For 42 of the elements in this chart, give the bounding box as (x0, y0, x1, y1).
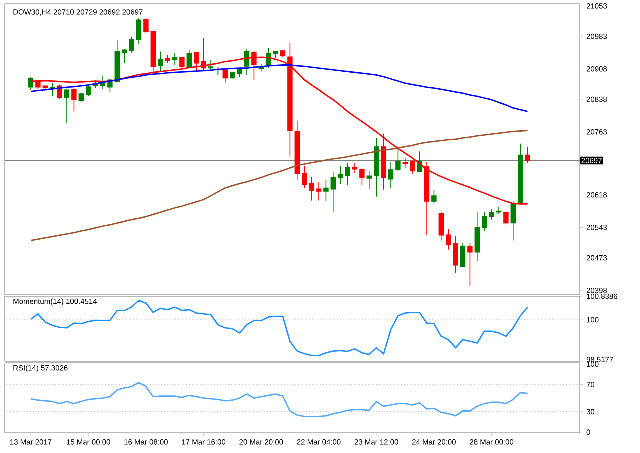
candlestick (504, 211, 509, 226)
candlestick (78, 92, 84, 103)
candlestick (72, 88, 77, 112)
candlestick (396, 148, 401, 172)
candlestick (402, 157, 408, 169)
candlestick (388, 162, 394, 189)
candlestick (237, 68, 242, 78)
candlestick (489, 209, 494, 220)
candlestick (122, 48, 128, 64)
candlestick (86, 85, 92, 97)
candlestick (172, 53, 178, 66)
candlestick (446, 229, 452, 250)
candlestick (338, 166, 344, 185)
candlestick (50, 83, 56, 97)
candlestick (438, 212, 444, 242)
candlestick (468, 242, 473, 286)
candlestick (57, 84, 62, 100)
candlestick (482, 212, 488, 232)
candlestick (324, 180, 329, 202)
candlestick (330, 172, 336, 213)
candlestick (186, 50, 192, 69)
candlestick (129, 37, 134, 54)
candlestick (453, 236, 458, 274)
candlestick (345, 162, 350, 186)
candlestick (460, 242, 466, 268)
candlestick (64, 88, 70, 124)
candlestick (525, 146, 530, 164)
candlestick (352, 162, 358, 174)
candlestick (360, 169, 365, 186)
candlestick (100, 76, 106, 90)
candlestick (309, 176, 314, 202)
candlestick (208, 60, 214, 70)
candlestick (366, 171, 372, 190)
candlestick (136, 18, 142, 45)
candlestick (510, 201, 516, 242)
candlestick (410, 160, 416, 174)
candlestick (144, 18, 149, 34)
candlestick (302, 166, 308, 189)
candlestick (432, 189, 437, 204)
candlestick (316, 182, 322, 202)
candlestick (222, 70, 228, 84)
candlestick (158, 51, 164, 72)
